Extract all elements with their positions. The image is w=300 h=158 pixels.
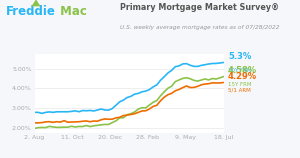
Text: 4.58%: 4.58% — [228, 66, 257, 75]
Text: U.S. weekly average mortgage rates as of 07/28/2022: U.S. weekly average mortgage rates as of… — [120, 25, 280, 30]
Text: 5.3%: 5.3% — [228, 52, 251, 61]
Text: 5/1 ARM: 5/1 ARM — [228, 88, 251, 93]
Text: Primary Mortgage Market Survey®: Primary Mortgage Market Survey® — [120, 3, 279, 12]
Text: 15Y FRM: 15Y FRM — [228, 82, 251, 87]
Text: Freddie: Freddie — [6, 5, 56, 18]
Text: 30Y FRM: 30Y FRM — [228, 68, 251, 73]
Text: Mac: Mac — [56, 5, 86, 18]
Text: 4.29%: 4.29% — [228, 72, 257, 81]
